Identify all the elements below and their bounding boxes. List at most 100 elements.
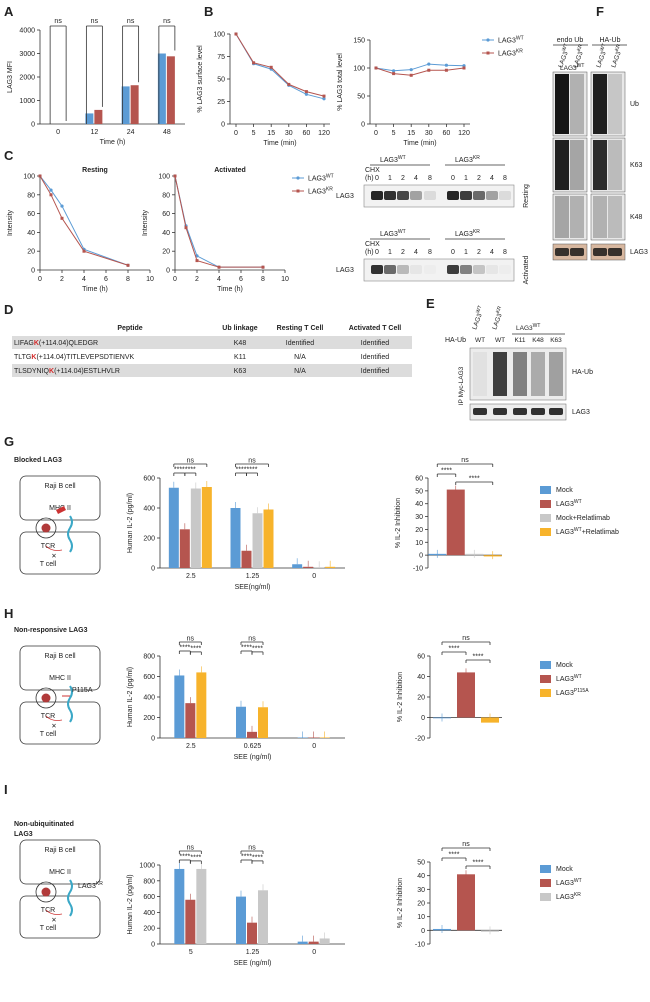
blot-f-band xyxy=(570,248,584,256)
blot-c-activated-band xyxy=(371,265,383,274)
panel-b1-xlabel: Time (min) xyxy=(263,140,296,147)
panel-i2-ytick-label: 0 xyxy=(421,928,425,935)
table-d-linkage: K11 xyxy=(234,354,246,361)
blot-c-resting-lane: 8 xyxy=(503,175,507,182)
schematic-i-lag3kr: LAG3KR xyxy=(78,881,103,890)
blot-c-resting-lane: 0 xyxy=(451,175,455,182)
schematic-i-tcell-box xyxy=(19,895,101,939)
panel-h2-ytick-label: 20 xyxy=(417,695,425,702)
blot-f-smear xyxy=(555,74,569,134)
blot-c-activated-state: Activated xyxy=(523,255,530,284)
panel-h1-bar xyxy=(319,737,330,738)
schematic-h-mhc: MHC II xyxy=(49,675,71,682)
blot-c-activated-lane: 0 xyxy=(375,249,379,256)
panel-a-ytick-label: 0 xyxy=(31,122,35,129)
schematic-h-signal-arrow xyxy=(45,715,63,721)
panel-b-legend-marker xyxy=(486,38,490,42)
table-d-activated: Identified xyxy=(361,354,390,361)
panel-c2-xtick-label: 4 xyxy=(217,276,221,283)
panel-g2-ytick-label: 30 xyxy=(415,514,423,521)
blot-e-smear xyxy=(493,352,507,396)
chx-h: (h) xyxy=(365,175,374,182)
panel-i1-sig: **** xyxy=(179,854,190,861)
panel-h1-ylabel: Human IL-2 (pg/ml) xyxy=(127,667,134,727)
schematic-i-lag3-coil xyxy=(67,879,73,917)
panel-c-legend-marker xyxy=(296,189,300,193)
panel-h2-bar xyxy=(457,672,475,718)
panel-c1-xlabel: Time (h) xyxy=(82,286,108,293)
panel-c2-series-line xyxy=(174,175,263,268)
blot-c-resting-lag3: LAG3 xyxy=(336,193,354,200)
panel-label-e: E xyxy=(426,296,435,311)
table-d-header: Resting T Cell xyxy=(277,325,324,332)
panel-h1-bar xyxy=(196,672,207,738)
blot-c-resting-band xyxy=(384,191,396,200)
blot-c-resting-lane: 2 xyxy=(401,175,405,182)
panel-h2-ytick-label: 60 xyxy=(417,654,425,661)
panel-g1-sig: **** xyxy=(247,467,258,474)
panel-g1-bar xyxy=(292,564,303,568)
legend-h-swatch xyxy=(540,661,551,669)
schematic-i-raji-box xyxy=(19,839,101,885)
schematic-h-tcr: TCR xyxy=(41,713,55,720)
blot-c-activated-wt: LAG3WT xyxy=(380,229,406,238)
schematic-g-tcell-box xyxy=(19,531,101,575)
blot-e-smear xyxy=(549,352,563,396)
panel-i1-bar xyxy=(319,938,330,944)
panel-b2-xtick-label: 120 xyxy=(458,130,470,137)
panel-c1-xtick-label: 8 xyxy=(126,276,130,283)
panel-i2-ytick-label: 50 xyxy=(417,860,425,867)
blot-e-band xyxy=(513,408,527,415)
panel-g1-xtick-label: 0 xyxy=(312,573,316,580)
blot-c-resting-band xyxy=(460,191,472,200)
panel-label-f: F xyxy=(596,4,604,19)
panel-g1-bar xyxy=(230,508,241,568)
panel-i1-ytick-label: 400 xyxy=(143,910,155,917)
blot-c-activated-band xyxy=(486,265,498,274)
panel-b1-point xyxy=(287,82,291,86)
blot-e-row-lag3: LAG3 xyxy=(572,409,590,416)
panel-h1-ytick-label: 600 xyxy=(143,674,155,681)
blot-e-band xyxy=(493,408,507,415)
panel-c2-ylabel: Intensity xyxy=(142,209,149,236)
panel-g2-ytick-label: 50 xyxy=(415,488,423,495)
blot-c-activated-kr: LAG3KR xyxy=(455,229,480,238)
panel-g1-bar xyxy=(168,487,179,568)
panel-h1-sig: **** xyxy=(190,645,201,652)
legend-i-swatch xyxy=(540,893,551,901)
blot-c-resting-box xyxy=(363,184,515,208)
panel-c-legend-marker xyxy=(296,176,300,180)
panel-b1-series-line xyxy=(235,33,325,97)
blot-e-smear xyxy=(473,352,487,396)
panel-c1-point xyxy=(126,263,130,267)
panel-label-b: B xyxy=(204,4,213,19)
panel-g2-sig: ns xyxy=(461,457,469,464)
blot-e-top-kr: LAG3KR xyxy=(489,305,506,331)
blot-c-resting-lane: 8 xyxy=(428,175,432,182)
blot-f-box xyxy=(590,193,626,241)
panel-i1-sig: **** xyxy=(252,854,263,861)
legend-g-label: LAG3WT xyxy=(556,499,582,508)
table-d-peptide: LIFAGK(+114.04)QLEDGR xyxy=(14,340,98,347)
panel-b1-xtick-label: 0 xyxy=(234,130,238,137)
panel-g2-ytick-label: 0 xyxy=(419,553,423,560)
table-d-linkage: K63 xyxy=(234,368,247,375)
blot-f-smear xyxy=(593,74,607,134)
panel-g1-bar xyxy=(314,567,325,568)
panel-g1-sig: **** xyxy=(236,467,247,474)
panel-c1-xtick-label: 6 xyxy=(104,276,108,283)
blot-c-activated-box xyxy=(363,258,515,282)
panel-a-bar xyxy=(130,85,139,124)
panel-i1-sig: **** xyxy=(241,854,252,861)
panel-c2-ytick-label: 100 xyxy=(158,174,170,181)
panel-h1-xtick-label: 0.625 xyxy=(244,743,262,750)
blot-f-smear xyxy=(608,140,622,190)
panel-a-sig: ns xyxy=(163,18,171,25)
panel-i1-xlabel: SEE (ng/ml) xyxy=(234,960,272,967)
panel-i2-ytick-label: -10 xyxy=(415,942,425,949)
panel-g1-bar xyxy=(263,509,274,568)
blot-c-resting-band xyxy=(447,191,459,200)
panel-i2-ytick-label: 10 xyxy=(417,914,425,921)
panel-label-g: G xyxy=(4,434,14,449)
